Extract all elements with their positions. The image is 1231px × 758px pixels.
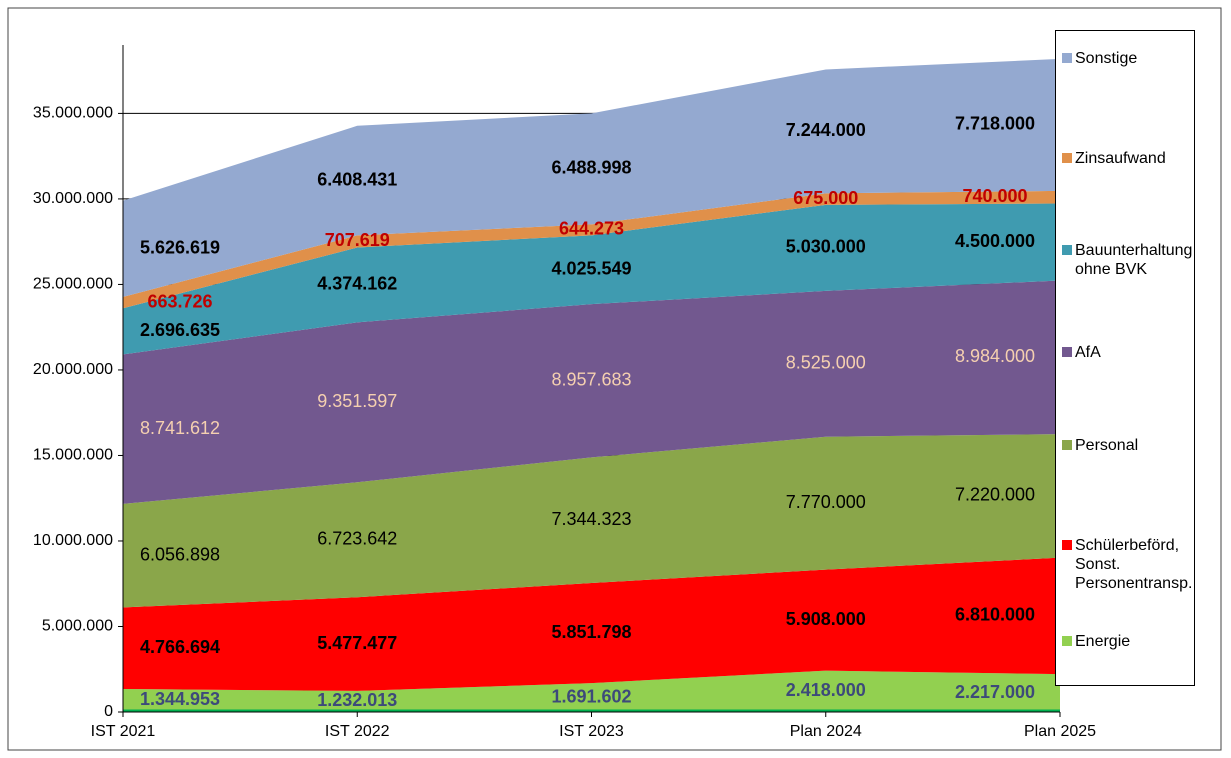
data-label: 7.344.323 xyxy=(551,509,631,529)
legend-label: Zinsaufwand xyxy=(1075,150,1166,167)
y-tick-label: 0 xyxy=(104,703,113,720)
legend-item: Personal xyxy=(1062,436,1192,455)
data-label: 2.217.000 xyxy=(955,682,1035,702)
area xyxy=(123,557,1060,691)
legend-item: Energie xyxy=(1062,632,1192,651)
data-label: 7.220.000 xyxy=(955,485,1035,505)
data-label: 740.000 xyxy=(962,186,1027,206)
data-label: 6.723.642 xyxy=(317,529,397,549)
area xyxy=(123,670,1060,712)
data-label: 5.030.000 xyxy=(786,237,866,257)
legend-label: Schülerbeförd, Sonst. Personentransp. xyxy=(1075,537,1193,592)
legend-item: AfA xyxy=(1062,343,1192,362)
legend-swatch xyxy=(1062,440,1072,450)
data-label: 6.056.898 xyxy=(140,544,220,564)
y-tick-label: 15.000.000 xyxy=(33,447,113,464)
data-label: 663.726 xyxy=(147,291,212,311)
legend-label: Bauunterhaltung ohne BVK xyxy=(1075,242,1193,278)
legend-swatch xyxy=(1062,53,1072,63)
y-tick-label: 10.000.000 xyxy=(33,532,113,549)
x-tick-label: IST 2021 xyxy=(91,723,156,740)
data-label: 2.696.635 xyxy=(140,320,220,340)
legend-label: Personal xyxy=(1075,437,1139,454)
legend-label: Sonstige xyxy=(1075,50,1138,67)
x-tick-label: IST 2023 xyxy=(559,723,624,740)
legend-item: Sonstige xyxy=(1062,49,1192,68)
data-label: 8.984.000 xyxy=(955,346,1035,366)
data-label: 7.770.000 xyxy=(786,492,866,512)
data-label: 4.025.549 xyxy=(551,259,631,279)
data-label: 7.244.000 xyxy=(786,120,866,140)
legend-item: Schülerbeförd, Sonst. Personentransp. xyxy=(1062,536,1192,593)
legend-swatch xyxy=(1062,153,1072,163)
data-label: 6.810.000 xyxy=(955,605,1035,625)
legend-swatch xyxy=(1062,245,1072,255)
x-tick-label: IST 2022 xyxy=(325,723,390,740)
x-tick-label: Plan 2024 xyxy=(790,723,862,740)
area xyxy=(123,58,1060,297)
data-label: 644.273 xyxy=(559,219,624,239)
data-label: 4.374.162 xyxy=(317,274,397,294)
x-tick-label: Plan 2025 xyxy=(1024,723,1096,740)
data-label: 675.000 xyxy=(793,188,858,208)
data-label: 7.718.000 xyxy=(955,114,1035,134)
data-label: 1.691.602 xyxy=(551,686,631,706)
data-label: 2.418.000 xyxy=(786,680,866,700)
data-label: 4.500.000 xyxy=(955,231,1035,251)
y-tick-label: 25.000.000 xyxy=(33,276,113,293)
data-label: 6.408.431 xyxy=(317,169,397,189)
chart-border xyxy=(7,7,1222,751)
data-label: 5.477.477 xyxy=(317,633,397,653)
y-tick-label: 35.000.000 xyxy=(33,105,113,122)
data-label: 1.344.953 xyxy=(140,689,220,709)
legend-swatch xyxy=(1062,347,1072,357)
area xyxy=(123,434,1060,608)
data-label: 8.525.000 xyxy=(786,353,866,373)
legend: Sonstige Zinsaufwand Bauunterhaltung ohne … xyxy=(1055,30,1195,686)
data-label: 707.619 xyxy=(325,230,390,250)
area xyxy=(123,203,1060,355)
legend-swatch xyxy=(1062,636,1072,646)
data-label: 5.908.000 xyxy=(786,609,866,629)
y-tick-label: 30.000.000 xyxy=(33,190,113,207)
data-label: 8.741.612 xyxy=(140,418,220,438)
y-tick-label: 20.000.000 xyxy=(33,361,113,378)
legend-label: AfA xyxy=(1075,344,1101,361)
legend-label: Energie xyxy=(1075,633,1131,650)
legend-swatch xyxy=(1062,540,1072,550)
area xyxy=(123,190,1060,309)
data-label: 8.957.683 xyxy=(551,370,631,390)
legend-item: Bauunterhaltung ohne BVK xyxy=(1062,241,1192,279)
y-tick-label: 5.000.000 xyxy=(42,618,113,635)
data-label: 5.626.619 xyxy=(140,238,220,258)
legend-item: Zinsaufwand xyxy=(1062,149,1192,168)
data-label: 1.232.013 xyxy=(317,690,397,710)
data-label: 6.488.998 xyxy=(551,158,631,178)
area xyxy=(123,280,1060,504)
data-label: 4.766.694 xyxy=(140,637,220,657)
data-label: 5.851.798 xyxy=(551,622,631,642)
data-label: 9.351.597 xyxy=(317,391,397,411)
